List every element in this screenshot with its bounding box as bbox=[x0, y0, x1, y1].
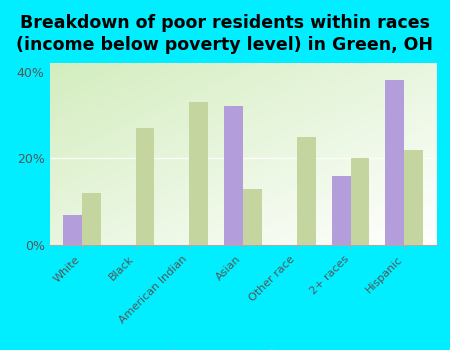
Bar bbox=[82, 193, 100, 245]
Bar bbox=[243, 189, 262, 245]
Bar bbox=[224, 106, 243, 245]
Bar bbox=[189, 102, 208, 245]
Bar bbox=[135, 128, 154, 245]
Bar bbox=[404, 150, 423, 245]
Bar bbox=[63, 215, 82, 245]
Bar bbox=[297, 136, 315, 245]
Bar bbox=[332, 176, 351, 245]
Bar bbox=[386, 80, 404, 245]
Text: Breakdown of poor residents within races
(income below poverty level) in Green, : Breakdown of poor residents within races… bbox=[17, 14, 433, 54]
Bar bbox=[351, 158, 369, 245]
Legend: Green, Ohio: Green, Ohio bbox=[154, 344, 332, 350]
